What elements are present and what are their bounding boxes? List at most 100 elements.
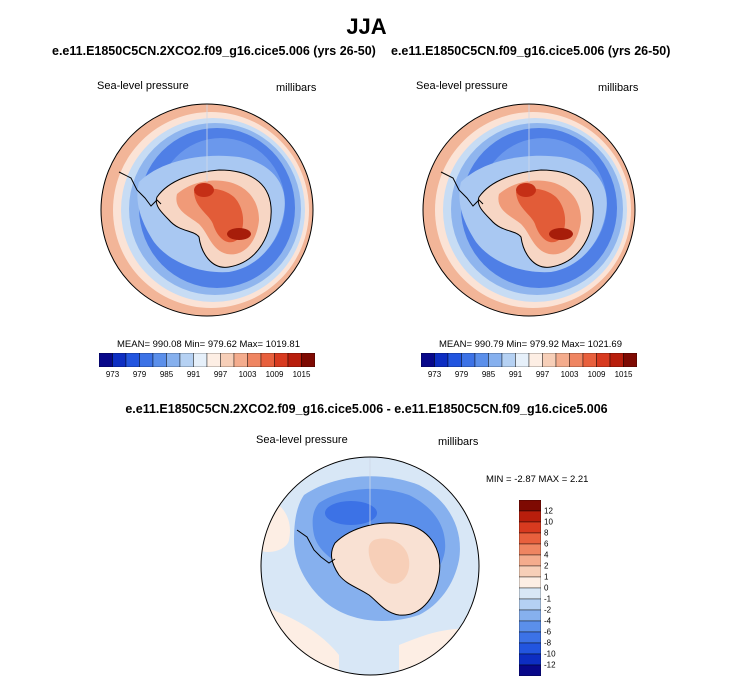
diff-peninsula-coast [296,529,336,564]
panel1-colorbar-tick-label: 991 [186,370,201,379]
diff-colorbar-tick-label: 8 [544,528,549,538]
panel1-colorbar-swatch [125,353,140,367]
diff-colorbar-swatch [519,576,541,589]
panel2-colorbar-swatch [569,353,584,367]
diff-colorbar-tick-label: 2 [544,561,549,571]
diff-colorbar-tick-label: 12 [544,506,553,516]
diff-colorbar-swatch [519,587,541,600]
panel1-colorbar-swatch [233,353,248,367]
diff-stats: MIN = -2.87 MAX = 2.21 [486,474,589,485]
panel1-colorbar-swatch [206,353,221,367]
diff-colorbar-ticks: 12 10 8 6 4 2 1 0 -1 -2 -4 -6 -8 -10 -12 [544,500,574,676]
diff-colorbar-tick-label: -12 [544,660,556,670]
panel2-colorbar-swatch [515,353,530,367]
panel2-colorbar [421,353,637,367]
panel2-map-border [422,103,636,317]
panel2-colorbar-tick-label: 1003 [560,370,579,379]
diff-colorbar-tick-label: 6 [544,539,549,549]
diff-colorbar-swatch [519,642,541,655]
panel2-high-core-a [516,183,536,197]
panel2-colorbar-swatch [447,353,462,367]
panel2-colorbar-swatch [609,353,624,367]
diff-colorbar-swatch [519,510,541,523]
panel1-colorbar-ticks: 973 979 985 991 997 1003 1009 1015 [93,370,325,384]
panel2-colorbar-tick-label: 991 [508,370,523,379]
diff-colorbar [519,500,541,676]
panel2-colorbar-swatch [421,353,435,367]
diff-colorbar-swatch [519,543,541,556]
diff-colorbar-swatch [519,620,541,633]
panel2-colorbar-swatch [488,353,503,367]
panel2-colorbar-swatch [461,353,476,367]
panel2-colorbar-swatch [582,353,597,367]
panel1-colorbar [99,353,315,367]
panel2-colorbar-tick-label: 997 [535,370,550,379]
panel1-map-border [100,103,314,317]
panel2-colorbar-tick-label: 973 [427,370,442,379]
panel2-colorbar-tick-label: 979 [454,370,469,379]
diff-map-border [260,456,480,676]
panel2-colorbar-swatch [434,353,449,367]
panel1-colorbar-swatch [260,353,275,367]
panel2-stats: MEAN= 990.79 Min= 979.92 Max= 1021.69 [439,339,622,350]
panel2-colorbar-swatch [474,353,489,367]
figure-title: JJA [346,14,387,39]
panel2-units-label: millibars [598,82,639,94]
diff-colorbar-swatch [519,631,541,644]
diff-colorbar-tick-label: 4 [544,550,549,560]
diff-colorbar-swatch [519,532,541,545]
panel1-colorbar-swatch [179,353,194,367]
panel2-colorbar-tick-label: 985 [481,370,496,379]
diff-colorbar-swatch [519,653,541,666]
diff-colorbar-swatch [519,565,541,578]
panel2-map [422,103,636,317]
diff-colorbar-swatch [519,521,541,534]
diff-fill-minus-4 [325,501,377,525]
panel1-colorbar-tick-label: 985 [159,370,174,379]
panel1-colorbar-tick-label: 1009 [265,370,284,379]
panel2-colorbar-swatch [555,353,570,367]
diff-colorbar-swatch [519,598,541,611]
diff-colorbar-tick-label: 1 [544,572,549,582]
panel1-colorbar-tick-label: 997 [213,370,228,379]
panel2-colorbar-swatch [542,353,557,367]
panel1-variable-label: Sea-level pressure [97,80,189,92]
panel1-high-core-a [194,183,214,197]
panel1-case-title: e.e11.E1850C5CN.2XCO2.f09_g16.cice5.006 … [52,44,376,58]
panel1-colorbar-swatch [112,353,127,367]
panel2-variable-label: Sea-level pressure [416,80,508,92]
panel1-colorbar-swatch [301,353,315,367]
diff-colorbar-swatch [519,554,541,567]
panel2-colorbar-ticks: 973 979 985 991 997 1003 1009 1015 [415,370,647,384]
panel1-colorbar-swatch [247,353,262,367]
panel2-peninsula-coast [440,171,484,207]
diff-colorbar-swatch [519,500,541,512]
panel1-colorbar-swatch [287,353,302,367]
panel1-stats: MEAN= 990.08 Min= 979.62 Max= 1019.81 [117,339,300,350]
panel1-colorbar-swatch [152,353,167,367]
panel1-peninsula-coast [118,171,162,207]
panel2-colorbar-tick-label: 1009 [587,370,606,379]
diff-colorbar-tick-label: -1 [544,594,552,604]
panel2-colorbar-tick-label: 1015 [614,370,633,379]
diff-colorbar-tick-label: -6 [544,627,552,637]
diff-fill-plus-1 [368,538,410,584]
diff-case-title: e.e11.E1850C5CN.2XCO2.f09_g16.cice5.006 … [125,402,608,416]
diff-colorbar-swatch [519,609,541,622]
panel2-high-core-b [549,228,573,240]
panel1-map [100,103,314,317]
diff-variable-label: Sea-level pressure [256,434,348,446]
panel1-colorbar-swatch [99,353,113,367]
panel1-colorbar-tick-label: 979 [132,370,147,379]
panel1-colorbar-tick-label: 973 [105,370,120,379]
panel1-high-1011 [194,188,244,243]
panel1-colorbar-swatch [220,353,235,367]
diff-colorbar-tick-label: -4 [544,616,552,626]
panel1-colorbar-tick-label: 1015 [292,370,311,379]
panel2-colorbar-swatch [623,353,637,367]
panel1-colorbar-swatch [274,353,289,367]
panel2-colorbar-swatch [528,353,543,367]
panel2-case-title: e.e11.E1850C5CN.f09_g16.cice5.006 (yrs 2… [391,44,671,58]
diff-colorbar-tick-label: -8 [544,638,552,648]
panel1-colorbar-tick-label: 1003 [238,370,257,379]
